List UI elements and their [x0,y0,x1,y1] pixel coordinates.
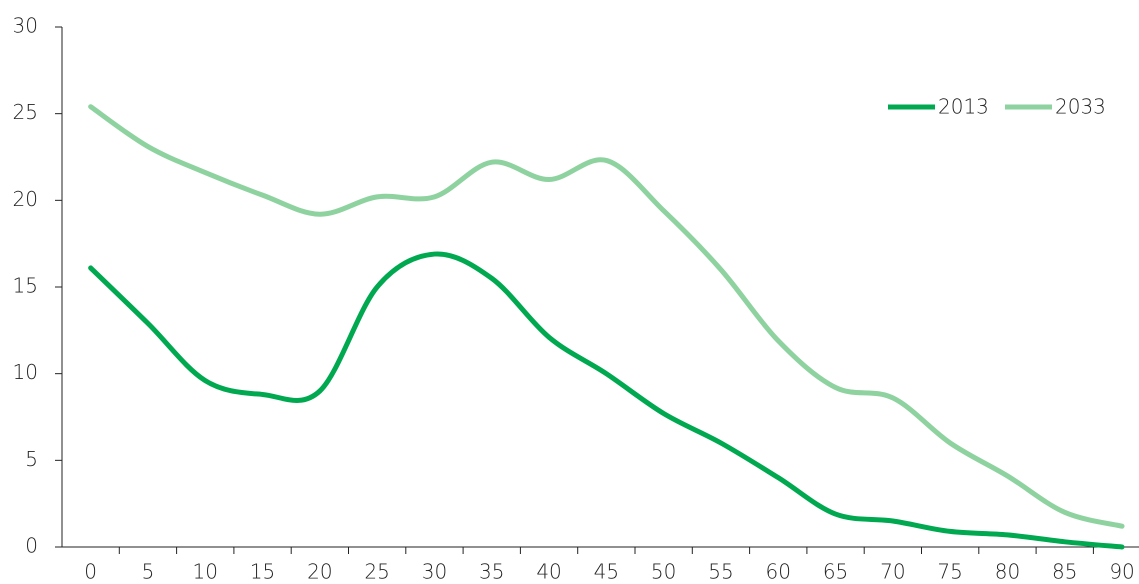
series-line [88,104,1125,529]
x-tick-label: 10 [193,560,218,584]
x-tick-label: 0 [84,560,97,584]
y-tick-label: 10 [13,360,38,384]
x-tick-label: 25 [364,560,389,584]
y-tick-label: 25 [13,100,38,124]
x-tick-label: 60 [766,560,791,584]
x-tick-label: 20 [307,560,332,584]
y-tick-label: 15 [13,274,38,298]
y-tick-label: 0 [25,534,38,558]
series-line [88,251,1125,550]
x-tick-label: 50 [651,560,676,584]
x-tick-label: 75 [937,560,962,584]
x-tick-label: 45 [594,560,619,584]
legend-label: 2033 [1055,95,1106,119]
x-tick-label: 15 [250,560,275,584]
y-tick-label: 20 [13,187,38,211]
x-tick-label: 90 [1109,560,1134,584]
x-tick-label: 70 [880,560,905,584]
x-tick-label: 35 [479,560,504,584]
y-tick-label: 30 [13,14,38,38]
x-tick-label: 55 [708,560,733,584]
x-tick-label: 65 [823,560,848,584]
x-tick-label: 30 [422,560,447,584]
legend-label: 2013 [938,95,989,119]
x-tick-label: 80 [995,560,1020,584]
x-tick-label: 40 [536,560,561,584]
y-tick-label: 5 [25,447,38,471]
x-tick-label: 5 [142,560,155,584]
x-tick-label: 85 [1052,560,1077,584]
